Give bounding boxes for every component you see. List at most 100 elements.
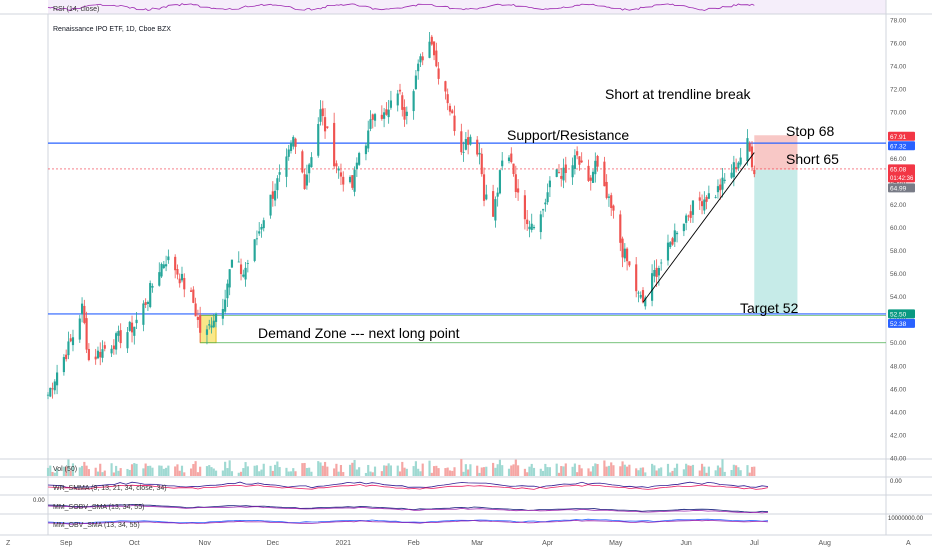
candle-body	[383, 112, 386, 119]
volume-bar	[321, 465, 324, 476]
obv-sma-line	[47, 519, 769, 525]
annotation-target[interactable]: Target 52	[740, 300, 799, 316]
candle-body	[653, 269, 656, 277]
volume-bar	[369, 471, 372, 476]
candle-body	[353, 169, 356, 192]
price-label-badge	[888, 141, 915, 151]
candle-body	[337, 168, 340, 171]
volume-bar	[730, 469, 733, 476]
profit-target-zone[interactable]	[754, 169, 798, 314]
volume-bar	[412, 466, 415, 476]
price-axis[interactable]: 78.0076.0074.0072.0070.0068.0066.0064.00…	[890, 18, 907, 463]
candle-body	[421, 56, 424, 61]
volume-bar	[753, 466, 756, 476]
candle-body	[385, 109, 388, 115]
volume-bar	[199, 466, 202, 476]
candle-body	[530, 223, 533, 231]
volume-bar	[460, 459, 463, 476]
volume-bar	[71, 463, 75, 476]
annotation-support-resistance[interactable]: Support/Resistance	[507, 127, 629, 143]
candle-body	[310, 157, 313, 168]
volume-bar	[682, 469, 685, 476]
candle-body	[205, 329, 209, 335]
annotation-stop[interactable]: Stop 68	[786, 123, 834, 139]
candle-body	[637, 292, 640, 294]
volume-bar	[748, 472, 751, 476]
obv-label: MM_OBV_SMA (13, 34, 55)	[53, 522, 140, 529]
volume-bar	[317, 461, 320, 476]
volume-bar	[607, 465, 611, 476]
candle-body	[594, 160, 597, 175]
volume-bar	[239, 471, 243, 476]
volume-bar	[405, 468, 408, 476]
volume-bar	[544, 463, 547, 476]
candles	[46, 32, 756, 400]
candle-body	[412, 91, 415, 112]
volume-bar	[210, 467, 213, 476]
volume-bar	[294, 471, 297, 476]
candle-body	[737, 162, 740, 169]
candle-body	[750, 146, 754, 168]
toolbar-left-button[interactable]: Z	[6, 540, 11, 547]
time-axis[interactable]: Sep Oct Nov Dec 2021 Feb Mar Apr May Jun Jul Aug	[60, 540, 831, 547]
candle-body	[644, 297, 647, 307]
candle-body	[564, 164, 567, 173]
volume-bar	[714, 470, 717, 476]
candle-body	[160, 263, 163, 277]
volume-bar	[80, 465, 84, 476]
candle-body	[669, 242, 672, 248]
candle-body	[367, 130, 370, 149]
candle-body	[476, 139, 479, 155]
candle-body	[621, 238, 624, 258]
volume-bar	[160, 465, 163, 476]
volume-bar	[135, 463, 138, 476]
candle-body	[335, 163, 338, 167]
candle-body	[512, 163, 515, 175]
volume-bar	[666, 463, 670, 476]
candle-body	[607, 196, 611, 198]
stop-loss-zone[interactable]	[754, 135, 798, 170]
annotation-short-at-trendline-break[interactable]: Short at trendline break	[605, 86, 752, 102]
price-tick-label: 46.00	[890, 386, 907, 393]
candle-body	[451, 110, 454, 114]
candle-body	[571, 165, 574, 178]
volume-bar	[335, 463, 338, 476]
volume-bar	[703, 466, 706, 476]
candle-body	[348, 176, 352, 183]
candle-body	[183, 278, 186, 290]
candle-body	[78, 318, 81, 340]
volume-bar	[174, 466, 177, 476]
candle-body	[396, 93, 399, 106]
annotation-short[interactable]: Short 65	[786, 151, 839, 167]
volume-bar	[605, 466, 608, 476]
volume-bar	[255, 465, 259, 476]
candle-body	[126, 332, 129, 349]
candle-body	[544, 202, 547, 205]
price-label-badge	[888, 183, 915, 193]
volume-bar	[541, 470, 545, 476]
candle-body	[700, 201, 704, 207]
price-label-badge	[888, 131, 915, 141]
toolbar-right-button[interactable]: A	[906, 540, 911, 547]
annotation-demand-zone[interactable]: Demand Zone --- next long point	[258, 325, 460, 341]
volume-bar	[348, 464, 352, 476]
volume-bar	[271, 470, 274, 476]
volume-label: Vol (50)	[53, 466, 77, 473]
candle-body	[460, 131, 463, 153]
volume-bar	[451, 470, 454, 476]
candle-body	[99, 351, 102, 358]
candle-body	[364, 145, 368, 155]
trendline[interactable]	[642, 152, 755, 303]
volume-bar	[319, 462, 322, 476]
candle-body	[189, 290, 193, 292]
trendline-group[interactable]	[642, 152, 755, 303]
candle-body	[85, 318, 88, 350]
volume-bar	[589, 471, 592, 476]
candle-body	[192, 289, 195, 303]
candle-body	[716, 186, 720, 193]
candle-body	[371, 114, 374, 120]
volume-bar	[258, 471, 261, 476]
candle-body	[432, 41, 436, 56]
